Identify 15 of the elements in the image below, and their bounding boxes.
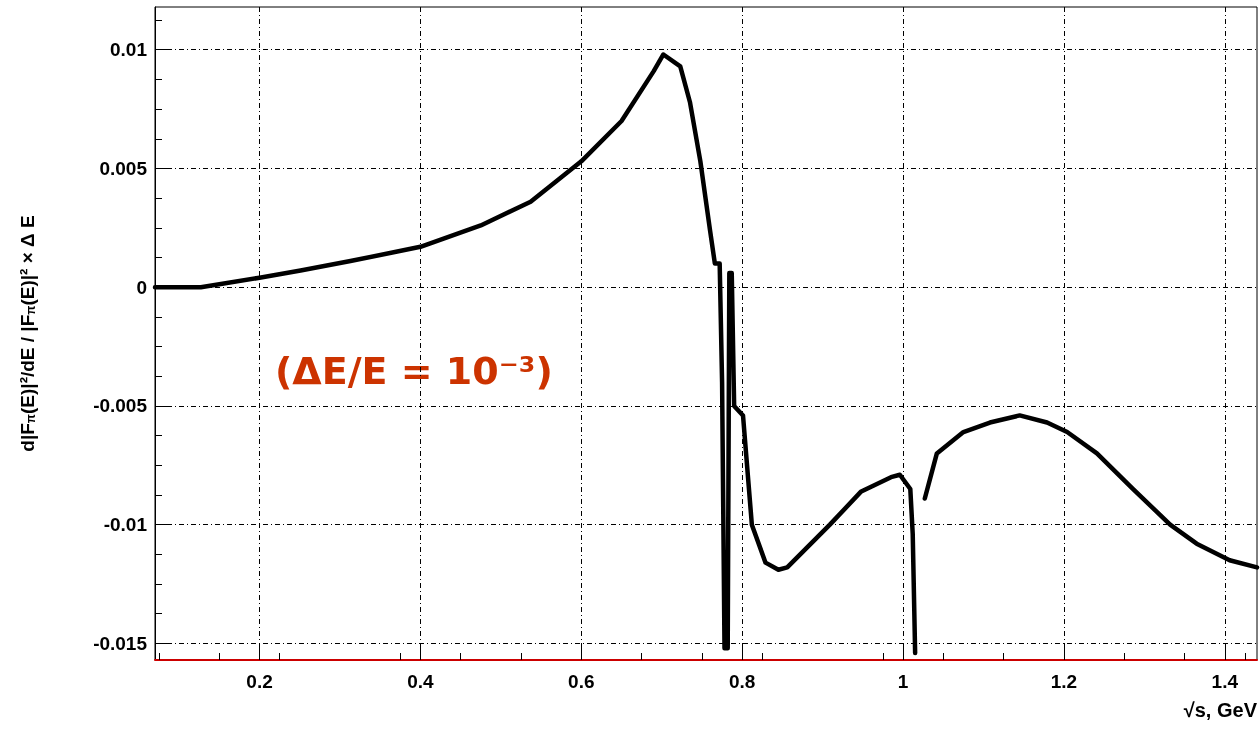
x-tick-label: 0.6 — [568, 671, 595, 692]
x-tick-label: 1.4 — [1211, 671, 1239, 692]
x-axis-title: √s, GeV — [1183, 699, 1258, 721]
x-tick-label: 1.2 — [1050, 671, 1078, 692]
y-tick-label: 0.005 — [99, 157, 148, 179]
x-tick-label: 0.4 — [407, 671, 435, 692]
x-tick-label: 1 — [897, 671, 909, 692]
y-tick-label: -0.015 — [93, 632, 148, 654]
x-tick-label: 0.2 — [246, 671, 273, 692]
y-tick-label: -0.005 — [93, 395, 148, 417]
y-tick-label: 0.01 — [110, 39, 148, 61]
y-tick-label: -0.01 — [103, 514, 148, 536]
y-tick-label: 0 — [136, 276, 147, 298]
annotation: (ΔE/E = 10⁻³) — [275, 349, 553, 393]
x-tick-label: 0.8 — [728, 671, 756, 692]
